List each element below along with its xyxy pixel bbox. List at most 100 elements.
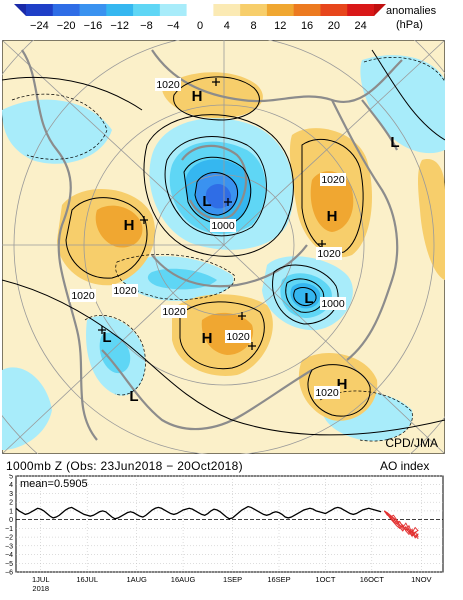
- y-tick-label: 1: [9, 508, 13, 515]
- anomaly-contour: [319, 390, 413, 442]
- contour-label: 1020: [317, 248, 341, 260]
- observed-series-line: [15, 505, 382, 520]
- y-tick-label: −1: [5, 526, 13, 533]
- meridian: [2, 40, 225, 246]
- mean-label: mean=0.5905: [20, 478, 88, 490]
- cross-marker: [318, 240, 326, 248]
- forecast-member-line: [383, 510, 419, 538]
- low-center: L: [202, 193, 211, 210]
- high-center: H: [337, 376, 348, 393]
- isobar: [293, 287, 317, 306]
- x-tick-label: 1OCT: [315, 575, 335, 584]
- y-tick-label: 5: [9, 474, 13, 481]
- contour-label: 1020: [321, 174, 345, 186]
- high-center: H: [202, 330, 213, 347]
- y-tick-label: −2: [5, 535, 13, 542]
- isobar: [307, 364, 371, 417]
- colorbar-cell: [320, 4, 348, 16]
- units-line-anomalies: anomalies: [386, 5, 437, 17]
- high-center: H: [124, 217, 135, 234]
- isobar: [164, 136, 267, 237]
- colorbar-tick-label: 20: [327, 20, 340, 32]
- colorbar-strip: [14, 4, 386, 16]
- colorbar-tick-label: −4: [166, 20, 180, 32]
- colorbar-tick-label: −8: [140, 20, 153, 32]
- contour-label: 1020: [315, 387, 339, 399]
- x-tick-label: 16OCT: [360, 575, 385, 584]
- isobar: [285, 278, 325, 313]
- contour-label-bg: [320, 297, 346, 310]
- anomaly-fill: [95, 205, 143, 248]
- coastline: [181, 144, 248, 221]
- contour-label: 1020: [71, 290, 95, 302]
- anomaly-contour: [84, 315, 146, 396]
- colorbar-cell: [79, 4, 107, 16]
- anomaly-fill: [360, 55, 445, 154]
- coastline: [101, 349, 313, 431]
- chart-plot-area: [15, 475, 444, 573]
- contour-label-bg: [161, 305, 187, 318]
- forecast-member-line: [383, 510, 419, 539]
- coastline: [361, 99, 398, 151]
- anomaly-contour: [115, 254, 235, 300]
- high-center: H: [327, 208, 338, 225]
- y-tick-label: −5: [5, 561, 13, 568]
- contour-label: 1000: [211, 220, 235, 232]
- anomaly-fill: [418, 159, 445, 280]
- cross-marker: [212, 78, 220, 86]
- isobar: [2, 279, 445, 436]
- colorbar-tick-label: −24: [30, 20, 49, 32]
- timeseries-title: 1000mb Z (Obs: 23Jun2018 − 20Oct2018): [6, 459, 243, 473]
- cross-marker: [140, 216, 148, 224]
- colorbar-high-arrow: [374, 4, 386, 16]
- forecast-ensemble: [383, 510, 419, 540]
- y-tick-label: 0: [9, 517, 13, 524]
- colorbar-tick-label: 4: [223, 20, 230, 32]
- colorbar-cell: [347, 4, 375, 16]
- low-center: L: [304, 290, 313, 307]
- contour-label: 1020: [156, 79, 180, 91]
- anomaly-map: H H H H H L L L L L 1020 1020 1020 1020 …: [2, 40, 445, 454]
- low-center: L: [390, 134, 399, 151]
- y-tick-label: −3: [5, 543, 13, 550]
- anomaly-fill: [310, 171, 354, 232]
- isobar: [183, 156, 252, 225]
- chart-grid: [16, 475, 443, 573]
- colorbar-cell: [159, 4, 188, 16]
- contour-label-bg: [314, 386, 340, 399]
- contour-label: 1020: [226, 331, 250, 343]
- x-tick-label: 1NOV: [411, 575, 431, 584]
- y-tick-label: 3: [9, 491, 13, 498]
- isobar: [179, 301, 265, 370]
- x-tick-label: 1JUL: [32, 575, 50, 584]
- isobar: [2, 76, 143, 111]
- y-tick-label: 4: [9, 482, 13, 489]
- y-tick-label: −4: [5, 552, 13, 559]
- colorbar-cell: [52, 4, 81, 16]
- colorbar-cell: [266, 4, 295, 16]
- anomaly-contour: [11, 93, 108, 160]
- coastline: [21, 49, 98, 441]
- colorbar-cell: [293, 4, 321, 16]
- cross-marker: [238, 312, 246, 320]
- colorbar-low-arrow: [14, 4, 26, 16]
- contour-label-bg: [112, 284, 138, 297]
- x-tick-label: 16AUG: [171, 575, 196, 584]
- colorbar-tick-label: −16: [83, 20, 103, 32]
- anomaly-fill: [2, 367, 52, 450]
- meridian: [223, 244, 445, 454]
- coastline: [151, 244, 308, 288]
- colorbar-tick-label: −12: [110, 20, 130, 32]
- contour-label-bg: [225, 330, 251, 343]
- colorbar-cell: [186, 4, 214, 16]
- colorbar-tick-label: 8: [250, 20, 257, 32]
- x-tick-label: 1SEP: [223, 575, 242, 584]
- colorbar: −24 −20 −16 −12 −8 −4 0 4 8 12 16 20 24 anomalies (h…: [0, 0, 463, 40]
- anomaly-fill: [290, 283, 321, 309]
- colorbar-cell: [133, 4, 161, 16]
- low-center: L: [102, 329, 111, 346]
- x-tick-label: 1AUG: [126, 575, 147, 584]
- anomaly-fill: [99, 332, 131, 374]
